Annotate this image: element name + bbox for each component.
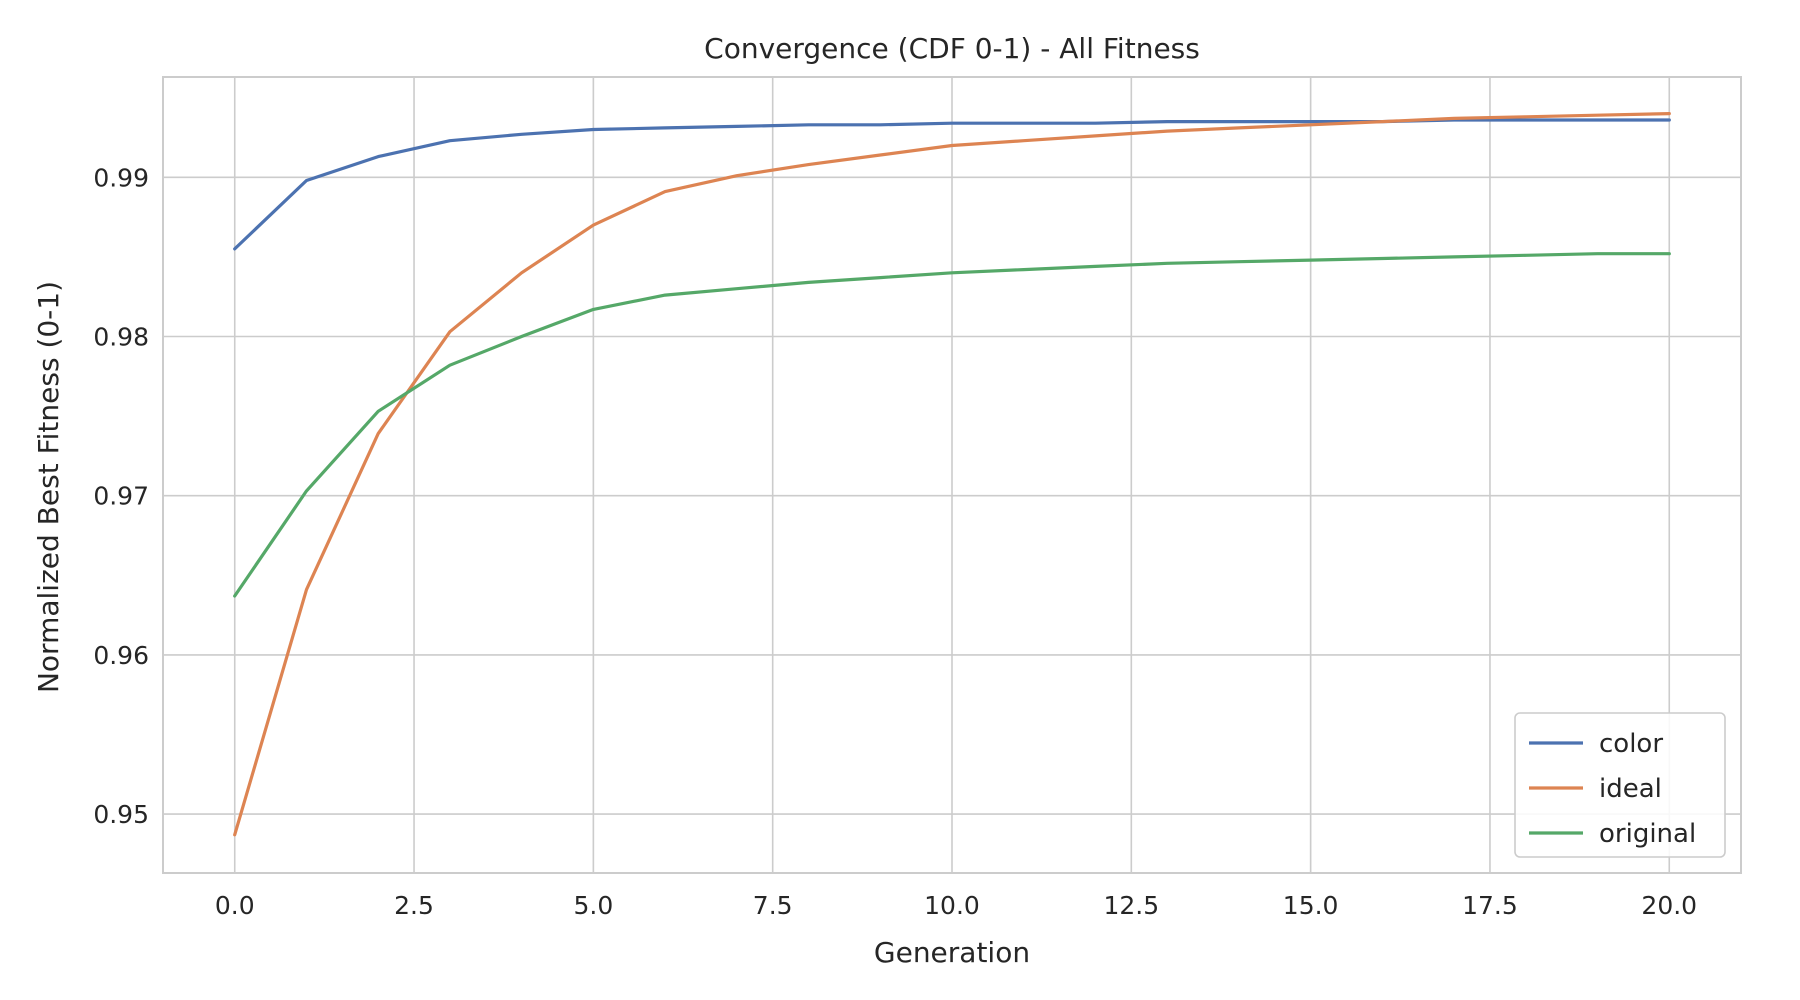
chart-title: Convergence (CDF 0-1) - All Fitness: [704, 32, 1200, 65]
x-tick-label: 5.0: [573, 891, 613, 920]
grid: [163, 77, 1741, 873]
x-tick-label: 17.5: [1462, 891, 1518, 920]
legend-label-original: original: [1599, 819, 1696, 849]
legend-box: [1514, 712, 1726, 858]
x-tick-label: 12.5: [1103, 891, 1159, 920]
y-tick-label: 0.99: [93, 163, 149, 192]
series-line-original: [233, 252, 1671, 598]
x-tick-label: 2.5: [394, 891, 434, 920]
y-tick-label: 0.95: [93, 800, 149, 829]
y-tick-label: 0.98: [93, 322, 149, 351]
x-tick-label: 20.0: [1641, 891, 1697, 920]
y-tick-labels: 0.95 0.96 0.97 0.98 0.99: [93, 163, 149, 829]
series-lines: [233, 111, 1671, 837]
x-tick-label: 10.0: [924, 891, 980, 920]
y-axis-title: Normalized Best Fitness (0-1): [32, 281, 65, 693]
x-tick-label: 7.5: [753, 891, 793, 920]
legend-label-color: color: [1599, 729, 1663, 759]
series-line-ideal: [233, 111, 1671, 837]
legend: color ideal original: [1514, 712, 1726, 858]
x-axis-title: Generation: [874, 936, 1030, 969]
x-tick-label: 0.0: [215, 891, 255, 920]
plot-frame: [162, 76, 1742, 874]
legend-label-ideal: ideal: [1599, 774, 1662, 804]
y-tick-label: 0.96: [93, 641, 149, 670]
x-tick-label: 15.0: [1283, 891, 1339, 920]
x-tick-labels: 0.0 2.5 5.0 7.5 10.0 12.5 15.0 17.5 20.0: [215, 891, 1697, 920]
y-tick-label: 0.97: [93, 482, 149, 511]
